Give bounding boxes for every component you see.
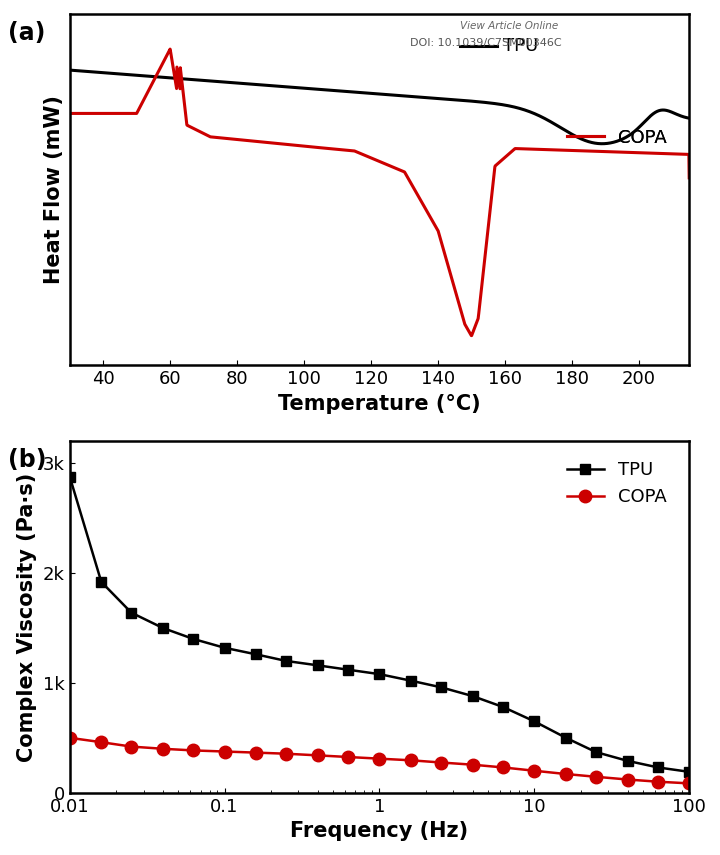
COPA — [158, 744, 167, 754]
COPA — [667, 149, 676, 159]
TPU — [127, 608, 135, 618]
COPA — [351, 146, 359, 156]
COPA — [252, 747, 261, 758]
TPU — [553, 121, 562, 131]
Line: TPU: TPU — [65, 472, 694, 776]
Line: COPA: COPA — [63, 732, 696, 790]
TPU — [282, 656, 290, 666]
Y-axis label: Complex Viscosity (Pa·s): Complex Viscosity (Pa·s) — [17, 473, 37, 762]
COPA — [468, 759, 477, 770]
Legend: COPA: COPA — [560, 121, 674, 154]
TPU — [562, 733, 570, 743]
TPU — [350, 87, 359, 97]
TPU — [592, 747, 600, 758]
COPA — [437, 758, 446, 768]
COPA — [97, 737, 106, 747]
TPU — [97, 68, 106, 78]
TPU — [667, 107, 675, 117]
TPU — [66, 65, 74, 75]
COPA — [375, 753, 384, 764]
COPA — [667, 149, 676, 159]
TPU — [220, 643, 229, 653]
TPU — [667, 107, 676, 117]
Legend: TPU, COPA: TPU, COPA — [560, 454, 674, 513]
COPA — [97, 109, 106, 119]
TPU — [407, 675, 415, 686]
COPA — [367, 153, 376, 163]
TPU — [685, 113, 693, 123]
COPA — [685, 173, 693, 183]
Text: DOI: 10.1039/C7SM00346C: DOI: 10.1039/C7SM00346C — [410, 38, 562, 49]
COPA — [66, 733, 74, 743]
Line: COPA: COPA — [70, 49, 689, 336]
COPA — [530, 765, 539, 775]
COPA — [562, 769, 570, 779]
Text: (b): (b) — [8, 448, 46, 473]
X-axis label: Frequency (Hz): Frequency (Hz) — [290, 821, 469, 841]
COPA — [467, 331, 476, 341]
COPA — [66, 109, 74, 119]
COPA — [554, 144, 562, 155]
COPA — [313, 750, 322, 760]
COPA — [282, 749, 290, 759]
Line: TPU: TPU — [70, 70, 689, 144]
TPU — [598, 139, 606, 149]
TPU — [366, 88, 375, 98]
COPA — [344, 752, 353, 762]
TPU — [375, 669, 384, 679]
TPU — [624, 756, 632, 766]
COPA — [127, 741, 135, 752]
TPU — [252, 649, 261, 659]
Text: TPU: TPU — [503, 37, 539, 55]
COPA — [685, 778, 693, 788]
TPU — [468, 691, 477, 701]
Y-axis label: Heat Flow (mW): Heat Flow (mW) — [44, 95, 64, 284]
TPU — [530, 716, 539, 727]
TPU — [685, 767, 693, 777]
TPU — [97, 577, 106, 587]
COPA — [407, 755, 415, 765]
TPU — [66, 471, 74, 481]
COPA — [624, 775, 632, 785]
TPU — [437, 682, 446, 693]
Text: View Article Online: View Article Online — [460, 21, 558, 31]
COPA — [499, 763, 508, 773]
COPA — [166, 44, 174, 54]
TPU — [313, 660, 322, 670]
COPA — [654, 776, 662, 787]
TPU — [344, 664, 353, 675]
TPU — [654, 763, 662, 773]
COPA — [592, 772, 600, 782]
TPU — [189, 634, 198, 644]
Text: (a): (a) — [8, 21, 45, 45]
COPA — [220, 746, 229, 757]
COPA — [189, 746, 198, 756]
TPU — [499, 702, 508, 712]
TPU — [158, 623, 167, 634]
X-axis label: Temperature (°C): Temperature (°C) — [278, 393, 481, 414]
